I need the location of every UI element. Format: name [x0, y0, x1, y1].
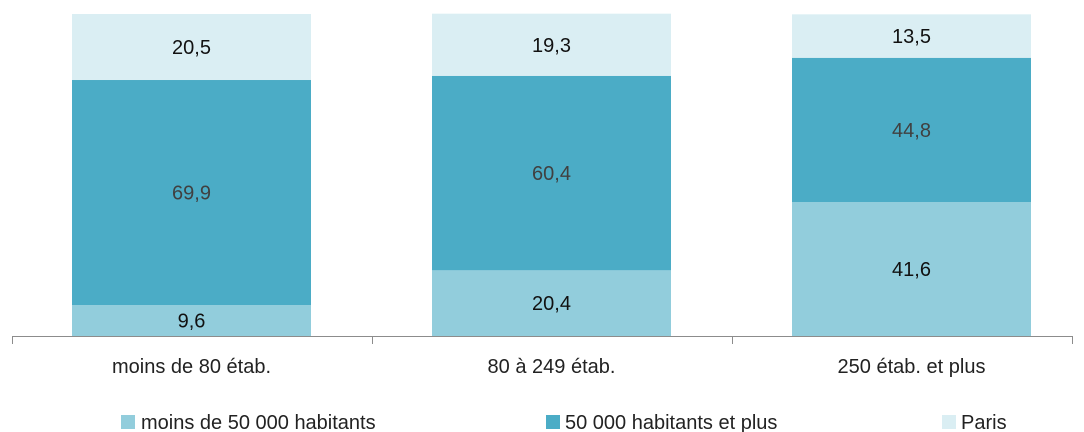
data-label: 44,8: [892, 120, 931, 142]
data-label: 20,5: [172, 37, 211, 59]
legend-swatch: [121, 415, 135, 429]
legend-label: moins de 50 000 habitants: [141, 412, 376, 432]
bars-layer: [72, 13, 1031, 336]
data-label: 13,5: [892, 26, 931, 48]
data-label: 41,6: [892, 259, 931, 281]
bar-segment: [72, 80, 311, 306]
data-label: 69,9: [172, 183, 211, 205]
bar-segment: [72, 305, 311, 336]
category-label: moins de 80 étab.: [112, 356, 271, 378]
value-labels-layer: 9,6 69,9 20,5 20,4 60,4 19,3 41,6 44,8 13,5: [172, 26, 931, 332]
bar-segment: [792, 14, 1031, 58]
bar-segment: [792, 202, 1031, 336]
data-label: 20,4: [532, 293, 571, 315]
legend-swatch: [942, 415, 956, 429]
bar-segment: [432, 270, 671, 336]
x-axis: [12, 336, 1073, 344]
legend-swatch: [546, 415, 560, 429]
data-label: 60,4: [532, 163, 571, 185]
legend-label: Paris: [961, 412, 1007, 432]
category-label: 80 à 249 étab.: [488, 356, 616, 378]
data-label: 19,3: [532, 35, 571, 57]
category-labels-layer: moins de 80 étab. 80 à 249 étab. 250 étab.…: [112, 356, 985, 378]
bar-segment: [792, 57, 1031, 203]
bar-segment: [432, 75, 671, 271]
legend-label: 50 000 habitants et plus: [565, 412, 777, 432]
category-label: 250 étab. et plus: [838, 356, 986, 378]
bar-segment: [432, 13, 671, 76]
data-label: 9,6: [178, 311, 206, 333]
legend: moins de 50 000 habitants 50 000 habitant…: [121, 412, 1007, 432]
bar-segment: [72, 14, 311, 81]
